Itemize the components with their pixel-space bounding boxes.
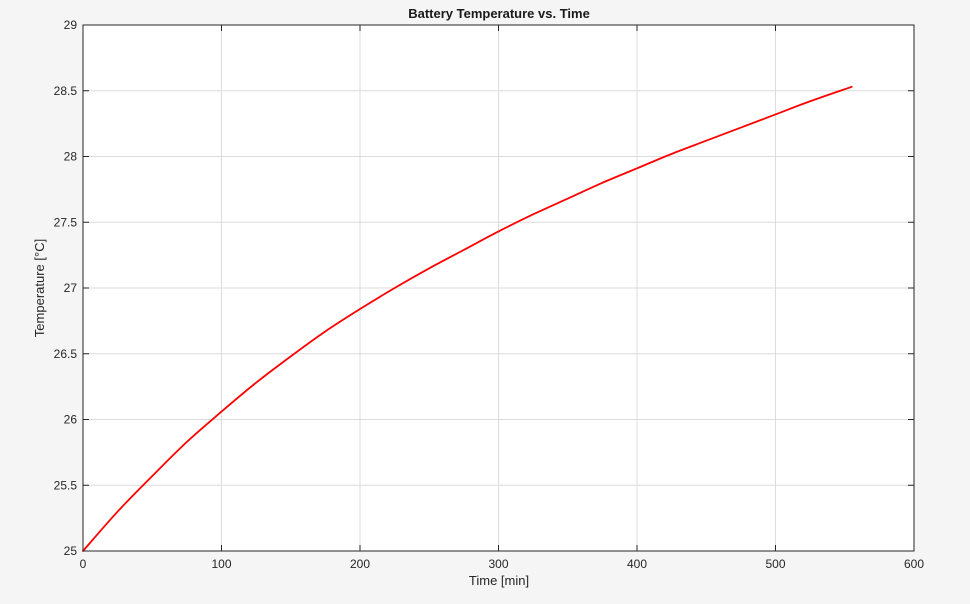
x-tick-label: 600 (904, 557, 924, 571)
chart-title: Battery Temperature vs. Time (408, 6, 590, 21)
x-axis-label: Time [min] (469, 573, 529, 588)
y-tick-label: 28 (64, 150, 78, 164)
y-tick-label: 25 (64, 544, 78, 558)
x-tick-labels: 0 100 200 300 400 500 600 (80, 557, 925, 571)
y-tick-label: 26.5 (54, 347, 78, 361)
y-tick-label: 28.5 (54, 84, 78, 98)
x-tick-label: 500 (765, 557, 785, 571)
y-tick-label: 25.5 (54, 478, 78, 492)
x-tick-label: 300 (488, 557, 508, 571)
grid (83, 25, 914, 551)
x-tick-label: 100 (211, 557, 231, 571)
y-tick-label: 27 (64, 281, 78, 295)
series-line-temperature (82, 85, 853, 552)
plot-area-frame (82, 24, 915, 552)
x-tick-label: 0 (80, 557, 87, 571)
x-tick-label: 200 (350, 557, 370, 571)
y-tick-label: 27.5 (54, 215, 78, 229)
y-tick-label: 26 (64, 413, 78, 427)
y-tick-labels: 25 25.5 26 26.5 27 27.5 28 28.5 29 (54, 18, 78, 558)
y-axis-label: Temperature [°C] (32, 239, 47, 337)
y-tick-label: 29 (64, 18, 78, 32)
x-tick-label: 400 (627, 557, 647, 571)
series-layer (82, 85, 853, 552)
